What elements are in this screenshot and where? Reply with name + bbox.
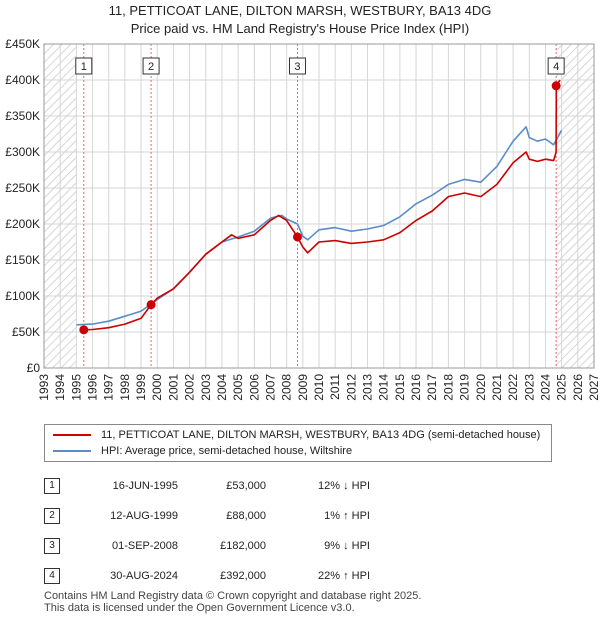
y-tick-label: £250K (5, 181, 40, 195)
sale-marker (79, 325, 89, 335)
x-tick-label: 2023 (522, 374, 536, 401)
x-tick-label: 1996 (86, 374, 100, 401)
sale-marker (146, 300, 156, 310)
y-tick-label: £100K (5, 289, 40, 303)
sale-hpi-diff: 9% ↓ HPI (324, 540, 370, 552)
sale-marker-label-box (142, 57, 160, 75)
y-tick-label: £300K (5, 145, 40, 159)
sale-marker-label: 1 (81, 61, 87, 73)
x-tick-label: 1998 (118, 374, 132, 401)
x-tick-label: 1993 (37, 374, 51, 401)
x-tick-label: 2010 (312, 374, 326, 401)
sale-marker-label-box (75, 57, 93, 75)
sale-price: £392,000 (220, 570, 266, 582)
x-tick-label: 1994 (53, 374, 67, 401)
x-tick-label: 1999 (134, 374, 148, 401)
x-tick-label: 1997 (102, 374, 116, 401)
sale-price: £53,000 (226, 480, 266, 492)
sale-number-box: 2 (44, 508, 60, 524)
title-line-2: Price paid vs. HM Land Registry's House … (130, 21, 470, 36)
sale-number-box: 3 (44, 538, 60, 554)
x-tick-label: 2026 (571, 374, 585, 401)
sale-marker-label: 3 (294, 61, 300, 73)
table-row: 4 30-AUG-2024 £392,000 22% ↑ HPI (44, 568, 464, 584)
plot-frame (43, 43, 595, 369)
y-tick-label: £150K (5, 253, 40, 267)
x-tick-label: 2014 (377, 374, 391, 401)
sale-number-box: 4 (44, 568, 60, 584)
sale-number-box: 1 (44, 478, 60, 494)
sale-date: 01-SEP-2008 (111, 540, 178, 552)
x-tick-label: 2009 (296, 374, 310, 401)
x-tick-label: 2003 (199, 374, 213, 401)
table-row: 2 12-AUG-1999 £88,000 1% ↑ HPI (44, 508, 464, 524)
table-row: 3 01-SEP-2008 £182,000 9% ↓ HPI (44, 538, 464, 554)
sale-marker (551, 81, 561, 91)
chart-title: 11, PETTICOAT LANE, DILTON MARSH, WESTBU… (0, 2, 600, 38)
y-tick-label: £200K (5, 217, 40, 231)
legend-swatch-hpi (53, 450, 91, 453)
x-tick-label: 2000 (150, 374, 164, 401)
y-tick-label: £350K (5, 109, 40, 123)
sale-marker-label: 2 (148, 61, 154, 73)
x-tick-label: 2027 (587, 374, 600, 401)
x-tick-label: 2015 (393, 374, 407, 401)
hatched-region (556, 44, 594, 368)
sale-price: £88,000 (226, 510, 266, 522)
chart-area: 1 2 3 4 £0 £50K £100K £150K £200K £250K £300K £350… (5, 38, 600, 401)
sale-marker-label-box (288, 57, 306, 75)
x-tick-label: 2012 (344, 374, 358, 401)
legend-item-property: 11, PETTICOAT LANE, DILTON MARSH, WESTBU… (53, 427, 540, 443)
x-tick-label: 2019 (458, 374, 472, 401)
y-tick-label: £400K (5, 73, 40, 87)
legend-label-hpi: HPI: Average price, semi-detached house,… (101, 445, 353, 457)
x-tick-label: 1995 (69, 374, 83, 401)
legend: 11, PETTICOAT LANE, DILTON MARSH, WESTBU… (44, 424, 552, 462)
legend-item-hpi: HPI: Average price, semi-detached house,… (53, 443, 352, 459)
sale-date: 30-AUG-2024 (110, 570, 178, 582)
sale-marker (292, 232, 302, 242)
x-tick-label: 2004 (215, 374, 229, 401)
legend-label-property: 11, PETTICOAT LANE, DILTON MARSH, WESTBU… (101, 429, 541, 441)
sale-hpi-diff: 1% ↑ HPI (324, 510, 370, 522)
sale-date: 16-JUN-1995 (112, 480, 178, 492)
x-tick-label: 2016 (409, 374, 423, 401)
x-tick-label: 2011 (328, 374, 342, 400)
sale-price: £182,000 (220, 540, 266, 552)
sale-date: 12-AUG-1999 (110, 510, 178, 522)
x-tick-label: 2020 (474, 374, 488, 401)
sale-marker-label-box (547, 57, 565, 75)
series-line-property (83, 79, 561, 331)
x-tick-label: 2006 (247, 374, 261, 401)
x-tick-label: 2021 (490, 374, 504, 401)
x-tick-label: 2005 (231, 374, 245, 401)
x-tick-label: 2008 (280, 374, 294, 401)
table-row: 1 16-JUN-1995 £53,000 12% ↓ HPI (44, 478, 464, 494)
x-tick-label: 2001 (166, 374, 180, 401)
x-tick-label: 2013 (361, 374, 375, 401)
sale-hpi-diff: 22% ↑ HPI (318, 570, 370, 582)
x-tick-label: 2024 (538, 374, 552, 401)
footer-copyright: Contains HM Land Registry data © Crown c… (44, 590, 422, 602)
y-tick-label: £450K (5, 38, 40, 51)
x-tick-label: 2025 (555, 374, 569, 401)
sale-hpi-diff: 12% ↓ HPI (318, 480, 370, 492)
sale-marker-label: 4 (553, 61, 559, 73)
y-tick-label: £50K (12, 325, 40, 339)
x-tick-label: 2002 (183, 374, 197, 401)
footer-attribution: Contains HM Land Registry data © Crown c… (44, 590, 421, 614)
y-tick-label: £0 (27, 361, 41, 375)
title-line-1: 11, PETTICOAT LANE, DILTON MARSH, WESTBU… (108, 3, 492, 18)
legend-swatch-property (53, 434, 91, 437)
x-tick-label: 2022 (506, 374, 520, 401)
x-tick-label: 2007 (263, 374, 277, 401)
footer-license: This data is licensed under the Open Gov… (44, 602, 355, 614)
x-tick-label: 2017 (425, 374, 439, 401)
x-tick-label: 2018 (441, 374, 455, 401)
